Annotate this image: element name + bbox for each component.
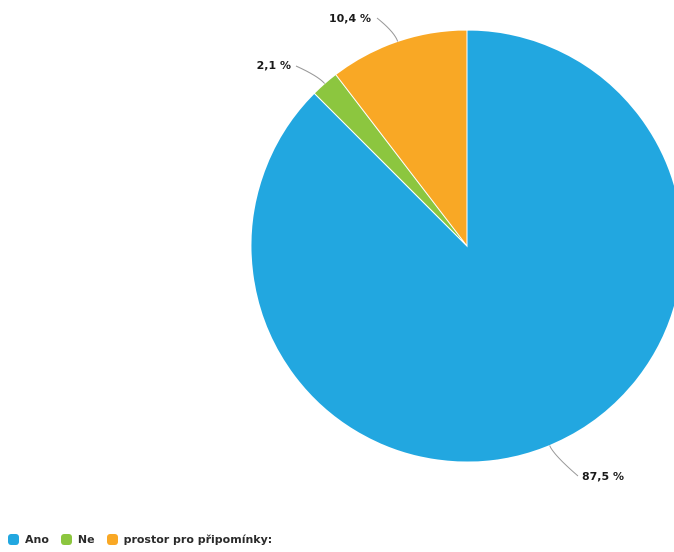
- data-label-ne: 2,1 %: [257, 59, 291, 72]
- data-label-ano: 87,5 %: [582, 470, 624, 483]
- legend: Ano Ne prostor pro připomínky:: [8, 533, 284, 546]
- legend-item-ne[interactable]: Ne: [60, 533, 95, 546]
- legend-swatch-ano: [8, 534, 19, 545]
- legend-item-prostor[interactable]: prostor pro připomínky:: [106, 533, 273, 546]
- data-labels: 87,5 % 2,1 % 10,4 %: [257, 12, 624, 483]
- connector-ne: [295, 65, 326, 84]
- label-connectors: [295, 17, 579, 477]
- legend-item-ano[interactable]: Ano: [8, 533, 49, 546]
- connector-ano: [549, 445, 579, 477]
- legend-label-ne: Ne: [77, 533, 95, 546]
- connector-prostor: [376, 17, 399, 42]
- legend-swatch-ne: [60, 534, 72, 545]
- legend-label-ano: Ano: [25, 533, 49, 546]
- legend-swatch-prostor: [106, 534, 118, 545]
- legend-label-prostor: prostor pro připomínky:: [123, 533, 273, 546]
- data-label-prostor: 10,4 %: [329, 12, 371, 25]
- pie-slices: [250, 29, 674, 463]
- pie-slice-ano[interactable]: [250, 29, 674, 463]
